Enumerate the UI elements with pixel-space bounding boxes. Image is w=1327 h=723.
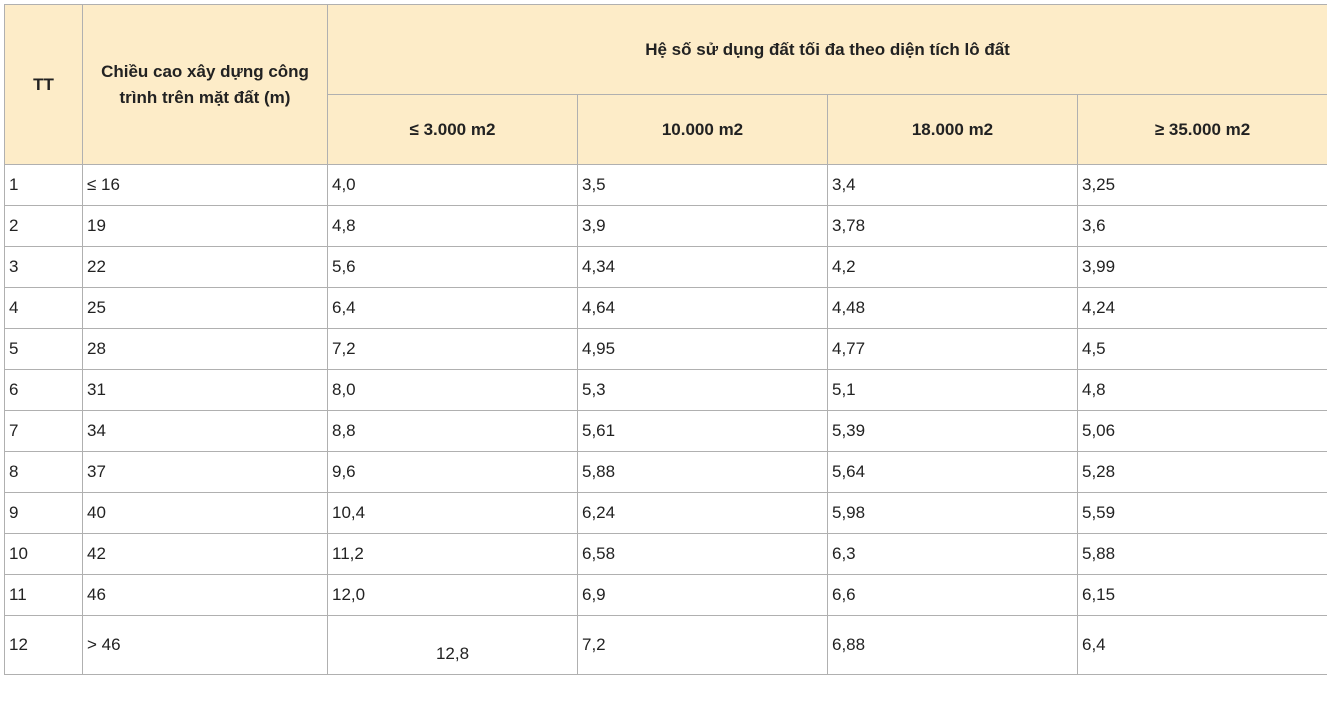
- cell-height: > 46: [83, 616, 328, 675]
- cell-tt: 1: [5, 165, 83, 206]
- table-row: 1042 11,2 6,586,35,88: [5, 534, 1327, 575]
- col-header-sub-1: 10.000 m2: [578, 95, 828, 165]
- col-header-height: Chiều cao xây dựng công trình trên mặt đ…: [83, 5, 328, 165]
- cell-value: 6,3: [828, 534, 1078, 575]
- cell-height: 28: [83, 329, 328, 370]
- cell-value: 4,64: [578, 288, 828, 329]
- cell-value: 3,78: [828, 206, 1078, 247]
- land-use-coefficient-table: TT Chiều cao xây dựng công trình trên mặ…: [4, 4, 1327, 675]
- col-header-group: Hệ số sử dụng đất tối đa theo diện tích …: [328, 5, 1327, 95]
- cell-tt: 2: [5, 206, 83, 247]
- cell-value: 6,88: [828, 616, 1078, 675]
- cell-height: 25: [83, 288, 328, 329]
- cell-value: 10,4: [328, 493, 578, 534]
- cell-value: 6,6: [828, 575, 1078, 616]
- cell-height: 46: [83, 575, 328, 616]
- cell-height: 34: [83, 411, 328, 452]
- table-row: 940 10,4 6,245,985,59: [5, 493, 1327, 534]
- cell-value: 4,34: [578, 247, 828, 288]
- cell-height: ≤ 16: [83, 165, 328, 206]
- cell-tt: 3: [5, 247, 83, 288]
- cell-value: 3,6: [1078, 206, 1327, 247]
- cell-value: 5,06: [1078, 411, 1327, 452]
- cell-tt: 10: [5, 534, 83, 575]
- table-row: 8379,6 5,885,645,28: [5, 452, 1327, 493]
- table-row: 12 > 4612,87,26,886,4: [5, 616, 1327, 675]
- cell-tt: 5: [5, 329, 83, 370]
- cell-value: 5,61: [578, 411, 828, 452]
- cell-value: 6,9: [578, 575, 828, 616]
- cell-value: 11,2: [328, 534, 578, 575]
- table-row: 734 8,8 5,615,395,06: [5, 411, 1327, 452]
- cell-value: 3,9: [578, 206, 828, 247]
- cell-height: 19: [83, 206, 328, 247]
- cell-value: 5,6: [328, 247, 578, 288]
- cell-value: 4,77: [828, 329, 1078, 370]
- table-row: 4256,4 4,644,484,24: [5, 288, 1327, 329]
- table-row: 528 7,2 4,954,774,5: [5, 329, 1327, 370]
- cell-tt: 4: [5, 288, 83, 329]
- table-row: 6318,0 5,35,14,8: [5, 370, 1327, 411]
- cell-value: 6,15: [1078, 575, 1327, 616]
- cell-value: 12,0: [328, 575, 578, 616]
- cell-value: 4,0: [328, 165, 578, 206]
- cell-tt: 9: [5, 493, 83, 534]
- cell-value: 3,25: [1078, 165, 1327, 206]
- col-header-sub-3: ≥ 35.000 m2: [1078, 95, 1327, 165]
- cell-value: 5,64: [828, 452, 1078, 493]
- cell-value: 5,1: [828, 370, 1078, 411]
- cell-tt: 12: [5, 616, 83, 675]
- table-row: 1146 12,0 6,96,66,15: [5, 575, 1327, 616]
- cell-value: 6,4: [328, 288, 578, 329]
- cell-value: 8,0: [328, 370, 578, 411]
- cell-value: 8,8: [328, 411, 578, 452]
- col-header-sub-2: 18.000 m2: [828, 95, 1078, 165]
- col-header-tt: TT: [5, 5, 83, 165]
- cell-value: 5,98: [828, 493, 1078, 534]
- cell-value: 5,88: [578, 452, 828, 493]
- cell-tt: 6: [5, 370, 83, 411]
- cell-value: 5,39: [828, 411, 1078, 452]
- cell-value: 7,2: [328, 329, 578, 370]
- cell-value: 3,4: [828, 165, 1078, 206]
- cell-tt: 8: [5, 452, 83, 493]
- cell-tt: 7: [5, 411, 83, 452]
- cell-value: 4,5: [1078, 329, 1327, 370]
- cell-value: 4,8: [328, 206, 578, 247]
- cell-value: 7,2: [578, 616, 828, 675]
- cell-value: 9,6: [328, 452, 578, 493]
- cell-height: 37: [83, 452, 328, 493]
- cell-value: 6,24: [578, 493, 828, 534]
- table-row: 322 5,64,344,23,99: [5, 247, 1327, 288]
- cell-value: 4,24: [1078, 288, 1327, 329]
- cell-height: 40: [83, 493, 328, 534]
- cell-value: 3,5: [578, 165, 828, 206]
- cell-value: 4,48: [828, 288, 1078, 329]
- cell-value: 4,95: [578, 329, 828, 370]
- table-row: 2194,83,93,783,6: [5, 206, 1327, 247]
- cell-height: 42: [83, 534, 328, 575]
- col-header-sub-0: ≤ 3.000 m2: [328, 95, 578, 165]
- cell-tt: 11: [5, 575, 83, 616]
- cell-height: 31: [83, 370, 328, 411]
- cell-height: 22: [83, 247, 328, 288]
- cell-value: 6,4: [1078, 616, 1327, 675]
- cell-value: 5,28: [1078, 452, 1327, 493]
- cell-value: 4,8: [1078, 370, 1327, 411]
- cell-value: 5,88: [1078, 534, 1327, 575]
- cell-value: 5,3: [578, 370, 828, 411]
- cell-value: 6,58: [578, 534, 828, 575]
- table-row: 1≤ 16 4,0 3,53,43,25: [5, 165, 1327, 206]
- cell-value: 3,99: [1078, 247, 1327, 288]
- cell-value: 5,59: [1078, 493, 1327, 534]
- cell-value: 12,8: [328, 616, 578, 675]
- cell-value: 4,2: [828, 247, 1078, 288]
